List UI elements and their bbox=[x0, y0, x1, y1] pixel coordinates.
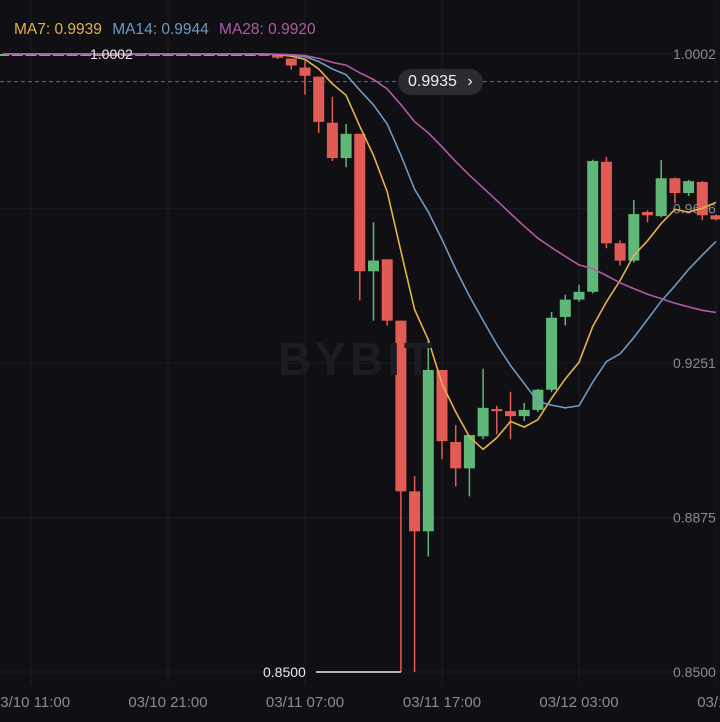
candle-up bbox=[162, 54, 174, 56]
x-tick-label: 03/12 bbox=[697, 694, 720, 711]
min-price-label: 0.8500 bbox=[263, 664, 306, 680]
candle-up bbox=[121, 54, 133, 56]
candle-up bbox=[203, 54, 215, 56]
candle-down bbox=[285, 58, 297, 66]
candle-up bbox=[422, 369, 434, 532]
candle-down bbox=[696, 181, 708, 216]
candle-up bbox=[11, 54, 23, 56]
candle-down bbox=[258, 54, 270, 56]
ma14-label: MA14: 0.9944 bbox=[112, 21, 209, 38]
candle-down bbox=[381, 259, 393, 321]
x-tick-label: 03/12 03:00 bbox=[539, 694, 618, 711]
current-price-tag[interactable]: 0.9935 › bbox=[398, 68, 483, 95]
candle-up bbox=[135, 54, 147, 56]
candle-down bbox=[491, 409, 503, 412]
candle-up bbox=[683, 181, 695, 194]
x-tick-label: 03/11 17:00 bbox=[403, 694, 481, 711]
candle-up bbox=[587, 160, 599, 292]
candle-up bbox=[25, 54, 37, 56]
max-price-label: 1.0002 bbox=[90, 46, 133, 62]
candle-up bbox=[244, 54, 256, 56]
candle-up bbox=[94, 54, 105, 56]
candle-down bbox=[600, 161, 612, 244]
candle-down bbox=[354, 133, 366, 272]
current-price-value: 0.9935 bbox=[408, 72, 457, 90]
candle-up bbox=[655, 178, 667, 217]
candle-down bbox=[710, 215, 720, 220]
ma7-label: MA7: 0.9939 bbox=[14, 21, 102, 38]
candle-down bbox=[395, 320, 407, 492]
candle-down bbox=[669, 178, 681, 194]
candle-up bbox=[477, 407, 489, 437]
y-tick-label: 1.0002 bbox=[673, 46, 716, 62]
candle-up bbox=[148, 54, 160, 56]
candle-up bbox=[559, 299, 571, 317]
candle-up bbox=[463, 435, 475, 469]
ma28-line bbox=[3, 53, 717, 314]
candle-up bbox=[189, 54, 201, 56]
candle-down bbox=[436, 369, 448, 442]
candle-up bbox=[80, 54, 92, 56]
x-tick-label: 03/10 11:00 bbox=[0, 694, 70, 711]
candle-up bbox=[628, 214, 640, 261]
y-tick-label: 0.9626 bbox=[673, 201, 716, 217]
candle-down bbox=[505, 411, 516, 417]
candle-up bbox=[340, 133, 352, 159]
candle-up bbox=[532, 389, 544, 410]
candle-up bbox=[546, 317, 558, 390]
chevron-right-icon: › bbox=[467, 72, 473, 90]
candle-down bbox=[272, 54, 284, 58]
x-tick-label: 03/10 21:00 bbox=[128, 694, 207, 711]
candle-down bbox=[642, 211, 653, 216]
candle-up bbox=[518, 409, 530, 417]
candle-up bbox=[39, 54, 51, 56]
candle-up bbox=[217, 54, 229, 56]
y-tick-label: 0.8875 bbox=[673, 510, 716, 526]
candle-up bbox=[231, 54, 242, 56]
candle-down bbox=[313, 76, 325, 122]
candle-up bbox=[107, 54, 119, 56]
watermark-logo: BYBIT bbox=[278, 333, 436, 385]
candle-down bbox=[299, 67, 311, 76]
candle-up bbox=[0, 54, 10, 56]
x-tick-label: 03/11 07:00 bbox=[266, 694, 344, 711]
y-tick-label: 0.9251 bbox=[673, 355, 716, 371]
candle-up bbox=[368, 260, 379, 272]
candle-down bbox=[450, 441, 462, 469]
candle-up bbox=[176, 54, 188, 56]
ma-legend: MA7: 0.9939 MA14: 0.9944 MA28: 0.9920 bbox=[14, 21, 322, 39]
candle-up bbox=[573, 291, 585, 300]
ma28-label: MA28: 0.9920 bbox=[219, 21, 316, 38]
candle-up bbox=[66, 54, 78, 56]
candle-down bbox=[614, 243, 626, 261]
y-tick-label: 0.8500 bbox=[673, 664, 716, 680]
candle-down bbox=[326, 122, 338, 159]
candle-down bbox=[409, 491, 421, 532]
candle-up bbox=[52, 54, 64, 56]
